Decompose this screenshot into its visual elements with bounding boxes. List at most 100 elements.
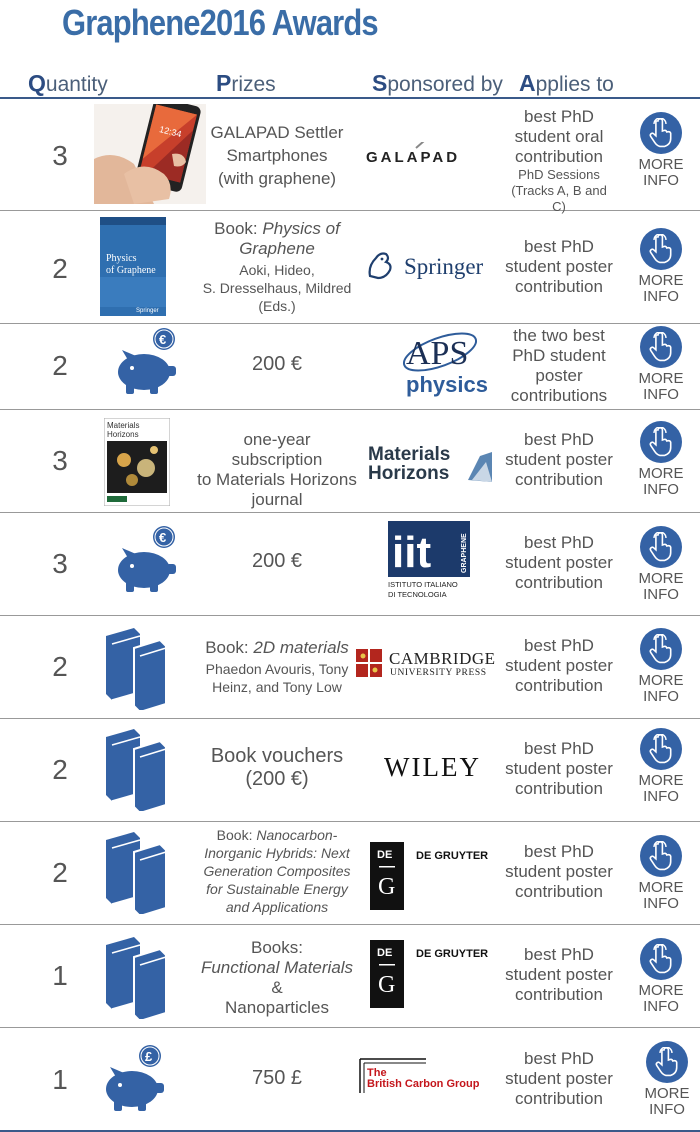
applies-cell: best PhD student poster contribution [505, 739, 613, 798]
svg-text:iit: iit [392, 528, 431, 577]
svg-text:DE GRUYTER: DE GRUYTER [416, 850, 488, 862]
more-info-button[interactable]: MORE INFO [636, 112, 686, 189]
quantity-cell: 1 [52, 1064, 68, 1095]
svg-text:APS: APS [406, 335, 468, 372]
svg-text:G: G [378, 972, 395, 998]
svg-text:Materials: Materials [368, 444, 450, 465]
svg-text:UNIVERSITY PRESS: UNIVERSITY PRESS [390, 668, 487, 678]
column-header-sponsored-by: Sponsored by [372, 70, 503, 96]
prize-cell: Books: Functional Materials & Nanopartic… [200, 938, 354, 1017]
row-divider [0, 323, 700, 324]
prize-cell: 750 £ [251, 1067, 303, 1089]
hand-pointer-icon [640, 112, 682, 154]
quantity-cell: 2 [52, 651, 68, 682]
hand-pointer-icon [640, 835, 682, 877]
more-info-button[interactable]: MORE INFO [636, 326, 686, 403]
prize-cell: Book: Physics of Graphene Aoki, Hideo, S… [202, 219, 352, 314]
svg-text:£: £ [145, 1049, 153, 1064]
more-info-button[interactable]: MORE INFO [636, 938, 686, 1015]
more-info-button[interactable]: MORE INFO [636, 421, 686, 498]
hand-pointer-icon [640, 938, 682, 980]
row-divider [0, 718, 700, 719]
svg-text:Materials: Materials [107, 421, 139, 430]
svg-text:DE: DE [377, 947, 392, 959]
books-icon [104, 626, 178, 715]
piggy-bank-icon: € [112, 326, 182, 403]
hand-pointer-icon [640, 628, 682, 670]
svg-text:Springer: Springer [136, 308, 159, 314]
sponsor-logo-galapad: GALAPAD [366, 140, 496, 177]
books-icon [104, 935, 178, 1024]
svg-text:physics: physics [406, 372, 488, 397]
sponsor-logo-aps-physics: APS physics [398, 328, 488, 405]
sponsor-logo-de-gruyter: DE G DE GRUYTER [370, 842, 500, 915]
row-divider [0, 924, 700, 925]
applies-cell: best PhD student poster contribution [505, 636, 613, 695]
hand-pointer-icon [646, 1041, 688, 1083]
more-info-button[interactable]: MORE INFO [636, 526, 686, 603]
column-header-quantity: Quantity [28, 70, 108, 96]
hand-pointer-icon [640, 526, 682, 568]
applies-cell: best PhD student oral contribution PhD S… [511, 107, 607, 214]
row-divider [0, 210, 700, 211]
applies-cell: the two best PhD student poster contribu… [510, 326, 608, 405]
svg-text:of Graphene: of Graphene [106, 265, 156, 276]
sponsor-logo-springer: Springer [366, 248, 496, 289]
hand-pointer-icon [640, 728, 682, 770]
more-info-button[interactable]: MORE INFO [636, 628, 686, 705]
svg-text:Physics: Physics [106, 253, 137, 264]
more-info-button[interactable]: MORE INFO [636, 835, 686, 912]
svg-text:GRAPHENE: GRAPHENE [461, 533, 468, 573]
prize-cell: one-year subscription to Materials Horiz… [197, 430, 357, 509]
svg-text:Springer: Springer [404, 254, 484, 279]
row-divider [0, 821, 700, 822]
applies-cell: best PhD student poster contribution [505, 945, 613, 1004]
book-cover: Physics of Graphene Springer [100, 217, 166, 321]
sponsor-logo-british-carbon-group: The British Carbon Group [356, 1057, 502, 1102]
row-divider [0, 409, 700, 410]
quantity-cell: 3 [52, 140, 68, 171]
applies-cell: best PhD student poster contribution [505, 1049, 613, 1108]
svg-text:€: € [159, 530, 166, 545]
svg-text:DI TECNOLOGIA: DI TECNOLOGIA [388, 590, 447, 599]
svg-text:The: The [367, 1067, 387, 1079]
prize-cell: Book vouchers (200 €) [210, 745, 344, 790]
hand-pointer-icon [640, 326, 682, 368]
svg-text:G: G [378, 874, 395, 900]
applies-cell: best PhD student poster contribution [505, 430, 613, 489]
svg-text:DE GRUYTER: DE GRUYTER [416, 948, 488, 960]
sponsor-logo-iit: iit GRAPHENE ISTITUTO ITALIANO DI TECNOL… [388, 521, 478, 610]
prize-cell: 200 € [251, 550, 303, 572]
sponsor-logo-wiley: WILEY [384, 750, 494, 789]
svg-text:Horizons: Horizons [368, 463, 449, 484]
svg-text:CAMBRIDGE: CAMBRIDGE [389, 649, 496, 668]
prize-cell: Book: Nanocarbon- Inorganic Hybrids: Nex… [203, 827, 351, 915]
more-info-button[interactable]: MORE INFO [642, 1041, 692, 1118]
svg-text:€: € [159, 332, 166, 347]
row-divider [0, 615, 700, 616]
column-header-applies-to: Applies to [519, 70, 614, 96]
svg-text:GALAPAD: GALAPAD [366, 149, 460, 166]
piggy-bank-icon: £ [100, 1043, 170, 1120]
applies-cell: best PhD student poster contribution [505, 842, 613, 901]
quantity-cell: 2 [52, 253, 68, 284]
table-bottom-border [0, 1130, 700, 1132]
header-divider [0, 97, 700, 99]
prize-cell: GALAPAD Settler Smartphones (with graphe… [210, 123, 344, 188]
piggy-bank-icon: € [112, 524, 182, 601]
row-divider [0, 512, 700, 513]
more-info-button[interactable]: MORE INFO [636, 228, 686, 305]
books-icon [104, 727, 178, 816]
prize-cell: Book: 2D materials Phaedon Avouris, Tony… [205, 638, 349, 695]
svg-text:DE: DE [377, 849, 392, 861]
svg-text:Horizons: Horizons [107, 430, 139, 439]
more-info-button[interactable]: MORE INFO [636, 728, 686, 805]
quantity-cell: 2 [52, 754, 68, 785]
applies-cell: best PhD student poster contribution [505, 237, 613, 296]
sponsor-logo-materials-horizons: Materials Horizons [368, 442, 498, 491]
column-header-prizes: Prizes [216, 70, 276, 96]
quantity-cell: 3 [52, 445, 68, 476]
row-divider [0, 1027, 700, 1028]
quantity-cell: 3 [52, 548, 68, 579]
page-title: Graphene2016 Awards [62, 2, 379, 43]
